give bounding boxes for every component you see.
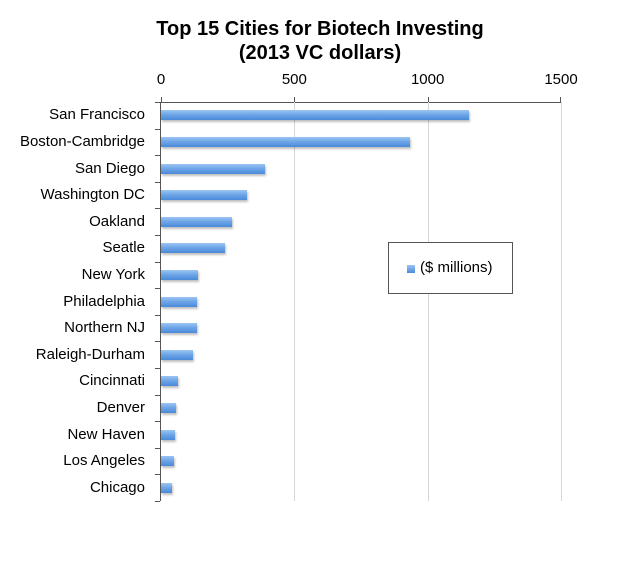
y-axis-line xyxy=(160,102,161,501)
y-category-label: New York xyxy=(81,265,145,283)
legend: ($ millions) xyxy=(388,242,513,294)
y-tick xyxy=(155,288,160,289)
y-tick xyxy=(155,129,160,130)
x-tick-label: 500 xyxy=(281,71,307,88)
y-category-label: Boston-Cambridge xyxy=(19,132,145,150)
y-tick xyxy=(155,368,160,369)
x-tick xyxy=(427,97,429,102)
y-tick xyxy=(155,341,160,342)
y-tick xyxy=(155,235,160,236)
y-tick xyxy=(155,182,160,183)
bar xyxy=(161,402,176,413)
y-tick xyxy=(155,448,160,449)
y-category-label: Seatle xyxy=(102,239,145,257)
y-category-label: New Haven xyxy=(67,425,145,443)
y-tick xyxy=(155,315,160,316)
y-tick xyxy=(155,395,160,396)
x-tick-label: 1500 xyxy=(544,71,578,88)
y-category-label: San Diego xyxy=(74,159,145,177)
bar xyxy=(161,349,193,360)
y-category-label: Raleigh-Durham xyxy=(35,345,145,363)
plot-area: 0 500 1000 1500 San Francisco Boston-Cambridg… xyxy=(20,71,578,502)
y-category-label: San Francisco xyxy=(49,106,145,124)
y-category-label: Washington DC xyxy=(40,186,146,204)
bar xyxy=(161,296,197,307)
bar xyxy=(161,243,225,254)
y-category-label: Los Angeles xyxy=(63,452,145,470)
y-category-label: Cincinnati xyxy=(79,372,145,390)
y-category-label: Chicago xyxy=(89,478,145,496)
bar xyxy=(161,482,172,493)
y-tick xyxy=(155,102,160,103)
y-tick xyxy=(155,501,160,502)
bar xyxy=(161,216,232,227)
y-tick xyxy=(155,262,160,263)
gridline xyxy=(294,102,296,501)
bar xyxy=(161,190,247,201)
bar xyxy=(161,136,411,147)
chart-title: Top 15 Cities for Biotech Investing (201… xyxy=(0,17,640,65)
y-category-label: Oakland xyxy=(89,212,145,230)
legend-label: ($ millions) xyxy=(420,259,493,276)
bar xyxy=(161,323,197,334)
x-tick-label: 1000 xyxy=(410,71,445,88)
x-tick xyxy=(560,97,561,102)
bar xyxy=(161,110,469,121)
y-category-label: Philadelphia xyxy=(63,292,145,310)
y-tick xyxy=(155,421,160,422)
gridline xyxy=(561,102,562,501)
x-tick xyxy=(161,97,162,102)
y-tick xyxy=(155,474,160,475)
chart-title-line-1: Top 15 Cities for Biotech Investing xyxy=(156,18,484,40)
x-tick-label: 0 xyxy=(156,71,166,88)
legend-swatch-icon xyxy=(407,265,415,273)
y-tick xyxy=(155,155,160,156)
chart-title-line-2: (2013 VC dollars) xyxy=(238,42,402,64)
y-category-label: Denver xyxy=(96,398,145,416)
bar xyxy=(161,456,175,467)
bar xyxy=(161,163,265,174)
bar xyxy=(161,269,199,280)
x-axis-line xyxy=(161,102,561,103)
bar xyxy=(161,376,179,387)
y-category-label: Northern NJ xyxy=(64,319,145,337)
bar xyxy=(161,429,176,440)
y-tick xyxy=(155,208,160,209)
gridline xyxy=(427,102,429,501)
x-tick xyxy=(294,97,296,102)
